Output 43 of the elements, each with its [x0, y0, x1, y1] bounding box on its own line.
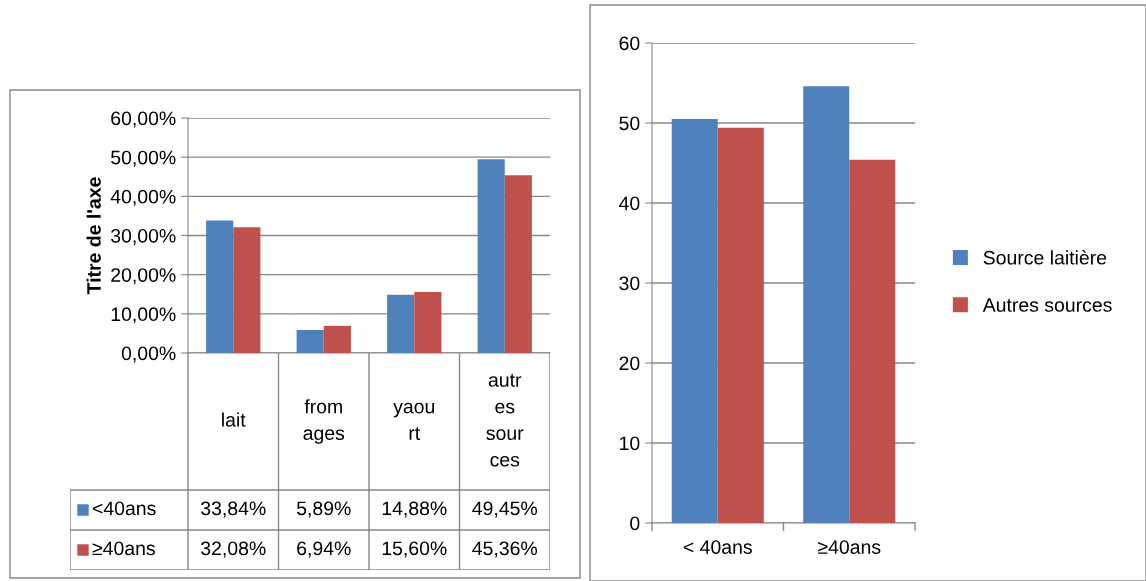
data-label: 45,36% [472, 541, 538, 558]
y-axis-title: Titre de l'axe [86, 177, 101, 295]
x-tick-label: fromages [303, 399, 345, 444]
y-tick-label: 40,00% [110, 189, 176, 206]
legend-label: <40ans [92, 501, 156, 516]
y-tick-label: 30 [619, 276, 640, 291]
y-tick-label: 10 [620, 436, 640, 451]
data-label: 15,60% [382, 541, 447, 558]
bar [206, 220, 234, 353]
y-tick-label: 50 [619, 116, 640, 131]
bar [296, 329, 324, 353]
bar [477, 159, 505, 353]
bar [387, 294, 415, 353]
data-label: 14,88% [382, 501, 447, 518]
data-label: 32,08% [201, 541, 266, 558]
bar [849, 159, 896, 523]
x-tick-label: lait [222, 412, 246, 427]
data-label: 49,45% [472, 501, 538, 518]
bar [671, 119, 718, 523]
data-label: 5,89% [296, 501, 351, 518]
y-tick-label: 60,00% [111, 111, 176, 128]
x-tick-label: autres sources [486, 374, 524, 467]
x-tick-label: yaourt [393, 402, 435, 440]
bar [323, 325, 351, 353]
y-tick-label: 0,00% [121, 346, 176, 363]
y-tick-label: 20,00% [111, 268, 176, 285]
y-tick-label: 30,00% [110, 228, 176, 246]
bar [504, 175, 532, 353]
y-tick-label: 20 [619, 356, 640, 371]
y-tick-label: 50,00% [111, 150, 176, 167]
data-label: 33,84% [201, 501, 266, 518]
y-tick-label: 0 [630, 516, 640, 531]
y-tick-label: 40 [619, 196, 640, 211]
y-tick-label: 10,00% [111, 307, 176, 324]
data-label: 6,94% [297, 541, 351, 558]
bar [803, 86, 850, 523]
y-tick-label: 60 [619, 36, 640, 51]
bar [233, 227, 261, 353]
bar [717, 127, 764, 523]
legend-label: Source laitière [983, 250, 1107, 265]
bar [414, 291, 442, 353]
legend-label: Autres sources [982, 298, 1112, 312]
x-tick-label: < 40ans [683, 540, 752, 554]
